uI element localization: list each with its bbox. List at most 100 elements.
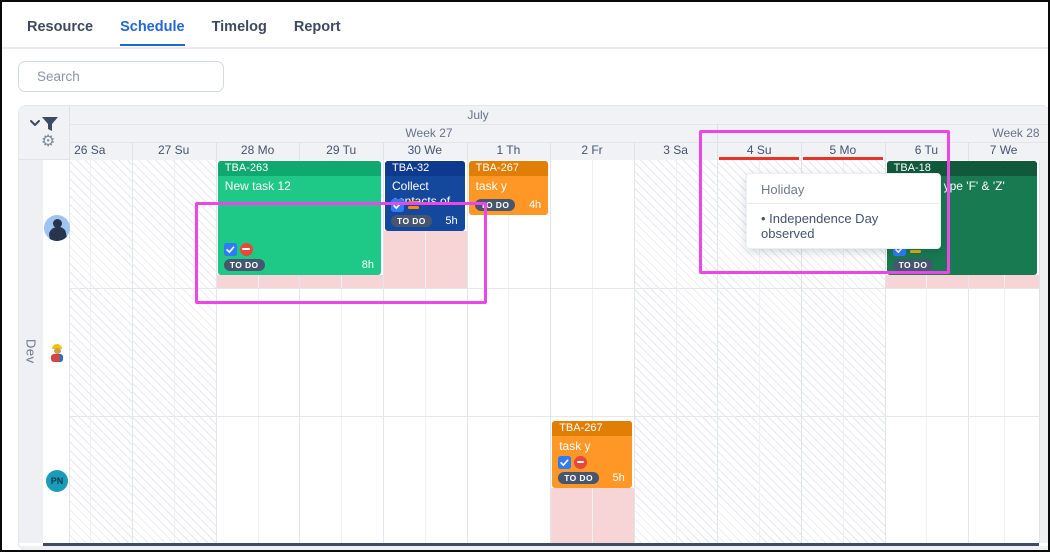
main-tabs: Resource Schedule Timelog Report [27, 19, 341, 46]
day-header-cell[interactable]: 5 Mo [801, 142, 885, 161]
row-divider [70, 416, 1039, 417]
task-badge-row: TO DO [892, 258, 1030, 271]
day-header-cell[interactable]: 7 We [968, 142, 1039, 161]
task-icons-row [558, 455, 625, 469]
task-footer: TO DO 5h [391, 198, 458, 227]
scroll-gutter [19, 546, 1048, 550]
task-key: TBA-18 [886, 161, 1037, 176]
search-input[interactable] [35, 68, 216, 85]
half-day-gridline [675, 160, 677, 543]
task-badge-row: TO DO 5h [558, 471, 625, 484]
checkbox-icon [558, 455, 572, 469]
holiday-tooltip: Holiday • Independence Day observed [746, 173, 941, 249]
holiday-marker [803, 157, 883, 160]
group-label: Dev [23, 339, 39, 364]
day-header-row: 26 Sa 27 Su 28 Mo 29 Tu 30 We 1 Th 2 Fr 3 Sa 4 S… [48, 142, 1039, 161]
day-divider [550, 142, 552, 161]
week-27-label: Week 27 [405, 126, 453, 140]
half-day-gridline [508, 160, 510, 543]
tooltip-entry: • Independence Day observed [761, 211, 879, 241]
resource-avatar[interactable] [47, 343, 67, 363]
filter-button[interactable] [29, 115, 61, 132]
overload-indicator [884, 275, 1039, 288]
day-header-cell[interactable]: 30 We [383, 142, 467, 161]
horizontal-scrollbar[interactable] [43, 543, 1039, 546]
day-label: 5 Mo [829, 143, 857, 157]
day-header-cell[interactable]: 29 Tu [299, 142, 383, 161]
avatar-silhouette-head [53, 219, 62, 228]
day-header-cell[interactable]: 3 Sa [633, 142, 718, 161]
day-divider [466, 142, 468, 161]
overload-indicator [550, 488, 634, 543]
half-day-gridline [759, 160, 761, 543]
day-gridline [801, 160, 802, 543]
day-header-cell[interactable]: 2 Fr [550, 142, 634, 161]
day-gridline [717, 160, 719, 543]
vertical-scroll-gutter[interactable] [1039, 160, 1048, 543]
resource-avatar[interactable] [44, 215, 70, 241]
equals-bar [909, 249, 921, 253]
day-header-cell[interactable]: 6 Tu [884, 142, 969, 161]
day-label: 28 Mo [240, 143, 275, 157]
day-label: 26 Sa [74, 143, 106, 157]
tooltip-title: Holiday [761, 182, 805, 197]
day-divider [717, 142, 719, 161]
day-header-cell[interactable]: 4 Su [717, 142, 801, 161]
tab-timelog[interactable]: Timelog [211, 19, 267, 35]
status-badge: TO DO [892, 258, 934, 271]
day-divider [968, 142, 970, 161]
tabs-divider [2, 47, 1048, 49]
group-sidebar: Dev [19, 160, 43, 543]
avatar-silhouette-body [47, 225, 68, 241]
half-day-gridline [842, 160, 844, 543]
grid-corner-controls: ⚙ [19, 106, 70, 160]
day-gridline [550, 160, 552, 543]
priority-blocked-icon [574, 455, 588, 469]
chevron-down-icon [30, 120, 40, 126]
day-header-cell[interactable]: 1 Th [466, 142, 551, 161]
task-card[interactable]: TBA-32 Collect contacts of TO DO 5h [385, 161, 465, 231]
task-footer: TO DO 4h [474, 198, 541, 211]
character-face [53, 348, 61, 354]
task-card[interactable]: TBA-263 New task 12 TO DO 8h [217, 161, 381, 275]
tooltip-divider [748, 203, 939, 204]
day-divider [131, 142, 133, 161]
non-working-day-shading [70, 160, 132, 543]
character-hair [52, 344, 62, 349]
task-card[interactable]: TBA-267 task y TO DO 5h [552, 421, 632, 488]
day-header-cell[interactable]: 28 Mo [215, 142, 300, 161]
month-label: July [467, 108, 489, 122]
day-gridline [215, 160, 217, 543]
day-divider [299, 142, 301, 161]
gear-icon[interactable]: ⚙ [41, 133, 56, 150]
half-day-gridline [89, 160, 91, 543]
header-line [19, 124, 1048, 125]
status-badge: TO DO [391, 214, 432, 227]
task-hours: 5h [612, 471, 625, 484]
task-icons-row [223, 242, 374, 256]
equals-bar [408, 205, 419, 209]
task-key: TBA-263 [217, 161, 381, 176]
resource-avatar[interactable]: PN [46, 470, 68, 492]
search-box[interactable] [18, 61, 224, 92]
task-badge-row: TO DO 5h [391, 214, 458, 227]
half-day-gridline [341, 160, 343, 543]
task-hours: 8h [361, 258, 374, 271]
day-gridline [383, 160, 384, 543]
day-divider [801, 142, 802, 161]
day-header-cell[interactable]: 26 Sa [48, 142, 132, 160]
day-gridline [466, 160, 468, 543]
task-card[interactable]: TBA-267 task y TO DO 4h [468, 161, 549, 215]
timeline-header [19, 106, 1048, 160]
task-badge-row: TO DO 8h [223, 258, 374, 271]
task-badge-row: TO DO 4h [474, 198, 541, 211]
task-icons-row [391, 198, 458, 212]
status-badge: TO DO [558, 471, 599, 484]
priority-medium-icon [407, 199, 420, 212]
tab-schedule[interactable]: Schedule [120, 19, 185, 46]
day-header-cell[interactable]: 27 Su [131, 142, 216, 161]
header-line [19, 142, 1048, 143]
tab-resource[interactable]: Resource [27, 19, 94, 35]
tab-report[interactable]: Report [293, 19, 341, 35]
day-label: 3 Sa [663, 143, 688, 157]
